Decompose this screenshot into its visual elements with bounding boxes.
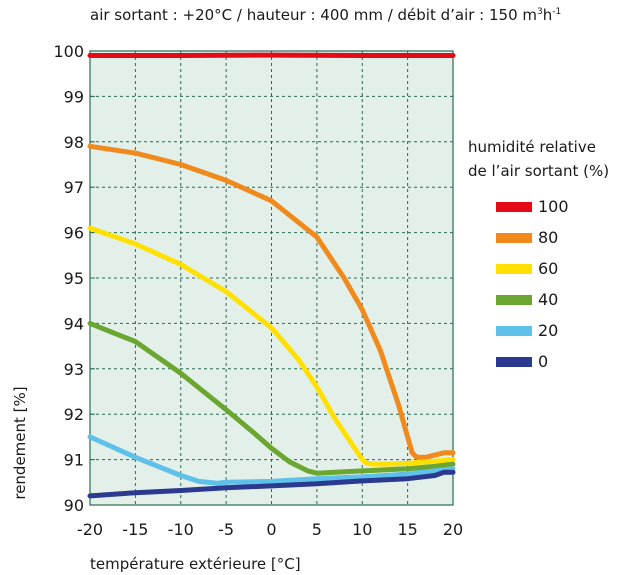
- x-tick-label: 0: [266, 520, 276, 539]
- y-tick-label: 96: [64, 224, 84, 243]
- legend-label: 80: [538, 228, 559, 247]
- series-line-60: [87, 225, 456, 467]
- series-line-40: [87, 320, 456, 476]
- legend: 100 80 60 40 20 0: [496, 191, 569, 377]
- legend-label: 0: [538, 352, 549, 371]
- legend-title: humidité relative de l’air sortant (%): [468, 138, 610, 180]
- legend-swatch: [496, 232, 532, 243]
- legend-item-40: 40: [496, 284, 569, 315]
- chart-title: air sortant : +20°C / hauteur : 400 mm /…: [90, 6, 562, 24]
- series-line-80: [87, 143, 456, 460]
- y-tick-label: 93: [64, 360, 84, 379]
- x-axis-label: température extérieure [°C]: [90, 555, 301, 573]
- y-tick-label: 92: [64, 405, 84, 424]
- legend-label: 40: [538, 290, 559, 309]
- x-tick-label: 5: [312, 520, 322, 539]
- y-tick-label: 99: [64, 87, 84, 106]
- legend-swatch: [496, 201, 532, 212]
- legend-item-80: 80: [496, 222, 569, 253]
- legend-item-100: 100: [496, 191, 569, 222]
- legend-swatch: [496, 325, 532, 336]
- y-axis-label: rendement [%]: [11, 386, 29, 500]
- x-tick-label: 20: [443, 520, 463, 539]
- x-tick-label: -5: [218, 520, 234, 539]
- y-tick-label: 98: [64, 133, 84, 152]
- y-tick-label: 91: [64, 451, 84, 470]
- x-tick-label: -20: [77, 520, 103, 539]
- x-tick-label: -10: [168, 520, 194, 539]
- y-tick-label: 94: [64, 314, 84, 333]
- series-line-20: [87, 434, 456, 486]
- x-tick-label: 15: [397, 520, 417, 539]
- legend-swatch: [496, 294, 532, 305]
- plot-frame: [89, 50, 454, 506]
- legend-item-20: 20: [496, 315, 569, 346]
- series-line-0: [87, 469, 456, 499]
- legend-swatch: [496, 356, 532, 367]
- legend-label: 100: [538, 197, 569, 216]
- y-tick-label: 95: [64, 269, 84, 288]
- legend-item-0: 0: [496, 346, 569, 377]
- legend-label: 60: [538, 259, 559, 278]
- x-tick-label: -15: [122, 520, 148, 539]
- legend-swatch: [496, 263, 532, 274]
- y-tick-label: 100: [53, 42, 84, 61]
- x-tick-label: 10: [352, 520, 372, 539]
- y-tick-label: 97: [64, 178, 84, 197]
- legend-item-60: 60: [496, 253, 569, 284]
- y-tick-label: 90: [64, 496, 84, 515]
- legend-label: 20: [538, 321, 559, 340]
